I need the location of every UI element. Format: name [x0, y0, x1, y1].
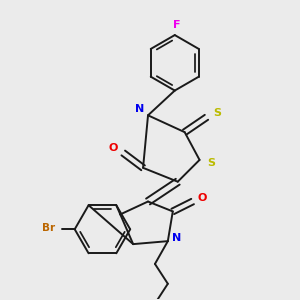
Text: F: F	[173, 20, 181, 30]
Text: N: N	[136, 104, 145, 114]
Text: O: O	[198, 193, 207, 202]
Text: S: S	[207, 158, 215, 168]
Text: O: O	[109, 143, 118, 153]
Text: N: N	[172, 233, 182, 243]
Text: Br: Br	[42, 223, 56, 233]
Text: S: S	[213, 108, 221, 118]
